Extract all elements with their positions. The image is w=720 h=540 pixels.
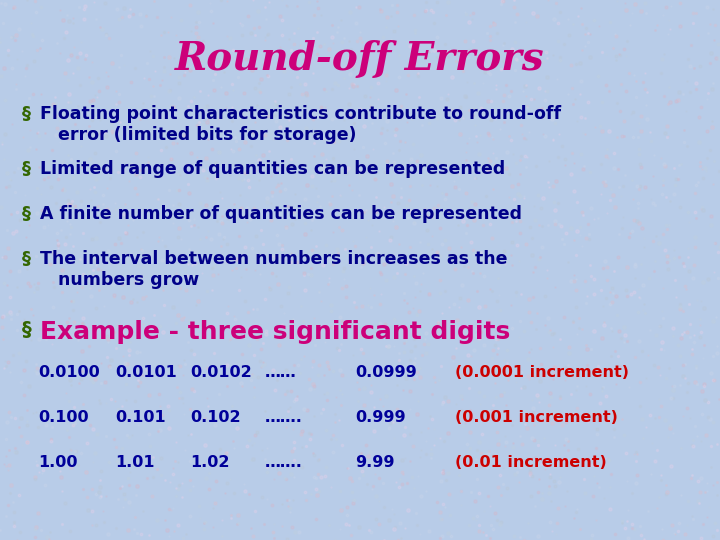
Text: …….: ……. — [265, 410, 303, 425]
Text: §: § — [22, 320, 32, 339]
Text: 1.00: 1.00 — [38, 455, 78, 470]
Text: Limited range of quantities can be represented: Limited range of quantities can be repre… — [40, 160, 505, 178]
Text: The interval between numbers increases as the
   numbers grow: The interval between numbers increases a… — [40, 250, 508, 289]
Text: §: § — [22, 160, 31, 178]
Text: 0.102: 0.102 — [190, 410, 240, 425]
Text: …….: ……. — [265, 455, 303, 470]
Text: 0.0101: 0.0101 — [115, 365, 176, 380]
Text: 0.0102: 0.0102 — [190, 365, 252, 380]
Text: §: § — [22, 105, 31, 123]
Text: 0.100: 0.100 — [38, 410, 89, 425]
Text: (0.0001 increment): (0.0001 increment) — [455, 365, 629, 380]
Text: 9.99: 9.99 — [355, 455, 395, 470]
Text: 0.101: 0.101 — [115, 410, 166, 425]
Text: (0.01 increment): (0.01 increment) — [455, 455, 607, 470]
Text: 1.01: 1.01 — [115, 455, 155, 470]
Text: A finite number of quantities can be represented: A finite number of quantities can be rep… — [40, 205, 522, 223]
Text: (0.001 increment): (0.001 increment) — [455, 410, 618, 425]
Text: §: § — [22, 205, 31, 223]
Text: 0.0999: 0.0999 — [355, 365, 417, 380]
Text: 0.0100: 0.0100 — [38, 365, 100, 380]
Text: §: § — [22, 250, 31, 268]
Text: ……: …… — [265, 365, 297, 380]
Text: 1.02: 1.02 — [190, 455, 230, 470]
Text: 0.999: 0.999 — [355, 410, 405, 425]
Text: Round-off Errors: Round-off Errors — [175, 40, 545, 78]
Text: Floating point characteristics contribute to round-off
   error (limited bits fo: Floating point characteristics contribut… — [40, 105, 561, 144]
Text: Example - three significant digits: Example - three significant digits — [40, 320, 510, 344]
